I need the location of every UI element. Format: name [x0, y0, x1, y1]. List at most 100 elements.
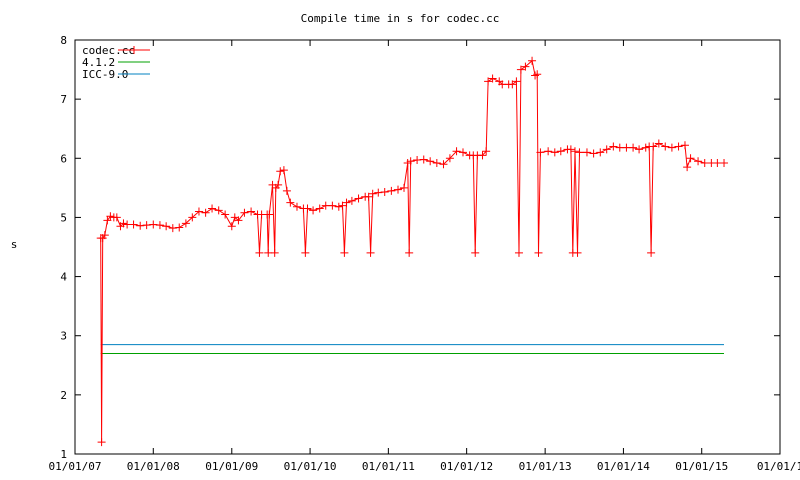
data-point: [380, 187, 389, 196]
y-tick-label: 3: [60, 330, 67, 343]
series-codec-cc: [96, 56, 729, 447]
data-point: [342, 198, 351, 207]
y-axis-label: s: [11, 238, 18, 251]
data-point: [364, 192, 373, 201]
data-point: [508, 80, 517, 89]
data-point: [589, 149, 598, 158]
x-tick-label: 01/01/10: [284, 460, 337, 473]
legend-label: codec.cc: [82, 44, 135, 57]
data-point: [432, 159, 441, 168]
data-point: [686, 154, 695, 163]
data-point: [478, 151, 487, 160]
data-point: [112, 213, 121, 222]
data-point: [419, 155, 428, 164]
chart-title: Compile time in s for codec.cc: [301, 12, 500, 25]
x-tick-label: 01/01/15: [675, 460, 728, 473]
data-point: [649, 142, 658, 151]
data-point: [720, 159, 729, 168]
data-point: [194, 207, 203, 216]
x-tick-label: 01/01/11: [362, 460, 415, 473]
data-point: [240, 208, 249, 217]
data-point: [471, 248, 480, 257]
data-point: [556, 147, 565, 156]
data-point: [536, 148, 545, 157]
data-point: [514, 248, 523, 257]
legend-item: codec.cc: [82, 44, 150, 57]
x-tick-label: 01/01/1: [757, 460, 800, 473]
x-tick-label: 01/01/14: [597, 460, 650, 473]
data-point: [602, 145, 611, 154]
data-point: [234, 216, 243, 225]
data-point: [694, 157, 703, 166]
data-point: [303, 204, 312, 213]
data-point: [452, 147, 461, 156]
data-point: [181, 219, 190, 228]
data-point: [596, 148, 605, 157]
data-point: [573, 248, 582, 257]
data-point: [142, 221, 151, 230]
data-point: [528, 56, 537, 65]
y-tick-label: 7: [60, 93, 67, 106]
data-point: [188, 213, 197, 222]
data-point: [680, 141, 689, 150]
data-point: [426, 157, 435, 166]
data-point: [570, 147, 579, 156]
y-tick-label: 8: [60, 34, 67, 47]
data-point: [484, 77, 493, 86]
data-point: [279, 166, 288, 175]
series-layer: [96, 56, 729, 447]
data-point: [315, 204, 324, 213]
data-point: [129, 220, 138, 229]
data-point: [641, 143, 650, 152]
data-point: [168, 224, 177, 233]
data-point: [354, 194, 363, 203]
y-tick-label: 5: [60, 211, 67, 224]
data-point: [439, 160, 448, 169]
data-point: [534, 248, 543, 257]
data-point: [162, 222, 171, 231]
data-point: [221, 210, 230, 219]
data-point: [458, 148, 467, 157]
data-point: [270, 248, 279, 257]
data-point: [214, 206, 223, 215]
data-point: [674, 142, 683, 151]
data-point: [609, 142, 618, 151]
data-point: [149, 220, 158, 229]
x-axis: 01/01/07 01/01/08 01/01/09 01/01/10 01/01/11…: [49, 40, 800, 473]
data-point: [400, 183, 409, 192]
data-point: [309, 206, 318, 215]
y-axis: 1 2 3 4 5 6 7 8: [60, 34, 780, 461]
data-point: [533, 70, 542, 79]
data-point: [334, 202, 343, 211]
data-point: [366, 248, 375, 257]
data-point: [227, 222, 236, 231]
x-tick-label: 01/01/12: [440, 460, 493, 473]
plot-frame: [74, 39, 781, 455]
data-point: [103, 216, 112, 225]
data-point: [629, 143, 638, 152]
data-point: [247, 207, 256, 216]
y-tick-label: 4: [60, 271, 67, 284]
data-point: [265, 210, 274, 219]
data-point: [482, 147, 491, 156]
y-tick-label: 2: [60, 389, 67, 402]
data-point: [106, 212, 115, 221]
data-point: [119, 219, 128, 228]
data-point: [544, 147, 553, 156]
data-point: [368, 189, 377, 198]
data-point: [340, 248, 349, 257]
data-point: [387, 186, 396, 195]
series-line: [100, 59, 724, 443]
data-point: [661, 142, 670, 151]
data-point: [328, 201, 337, 210]
data-point: [683, 163, 692, 172]
legend-item: ICC-9.0: [82, 68, 150, 81]
data-point: [654, 139, 663, 148]
data-point: [647, 248, 656, 257]
data-point: [274, 180, 283, 189]
x-tick-label: 01/01/07: [49, 460, 102, 473]
data-point: [347, 196, 356, 205]
data-point: [405, 248, 414, 257]
